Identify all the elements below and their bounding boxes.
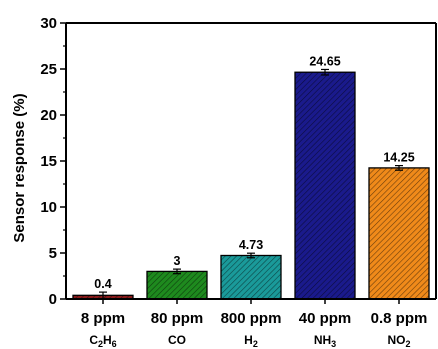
value-label-0: 0.4 [94,277,111,291]
axes-group [60,22,437,304]
bar-4 [368,167,430,300]
bars-group [72,71,430,300]
y-tick-label-1: 5 [49,245,57,262]
bar-2 [220,254,282,300]
category-label-0: 8 ppm [81,310,125,327]
gas-label-3: NH3 [314,333,336,349]
error-bar-1 [173,268,181,275]
y-axis-title: Sensor response (%) [11,93,28,242]
value-label-1: 3 [174,254,181,268]
category-label-2: 800 ppm [221,310,282,327]
y-ticks-group: 0 5 10 15 20 25 30 [40,15,57,308]
y-tick-label-5: 25 [40,61,57,78]
bar-3 [294,71,356,300]
category-label-1: 80 ppm [151,310,204,327]
error-bar-2 [247,252,255,259]
error-bar-4 [395,165,403,171]
y-tick-label-3: 15 [40,153,57,170]
y-tick-label-2: 10 [40,199,57,216]
x-labels-group: 8 ppm C2H6 80 ppm CO 800 ppm H2 40 ppm NH3 0.8 p… [81,310,427,349]
bar-1 [146,270,208,300]
y-tick-label-6: 30 [40,15,57,32]
error-bar-3 [321,68,329,76]
y-tick-label-4: 20 [40,107,57,124]
value-label-3: 24.65 [309,54,340,68]
value-label-2: 4.73 [239,238,263,252]
value-labels-group: 0.4 3 4.73 24.65 14.25 [94,54,414,291]
y-tick-label-0: 0 [49,291,57,308]
gas-label-0: C2H6 [89,333,116,349]
category-label-3: 40 ppm [299,310,352,327]
category-label-4: 0.8 ppm [371,310,428,327]
gas-label-2: H2 [244,333,258,349]
value-label-4: 14.25 [383,151,414,165]
gas-label-1: CO [168,333,186,347]
gas-label-4: NO2 [387,333,410,349]
